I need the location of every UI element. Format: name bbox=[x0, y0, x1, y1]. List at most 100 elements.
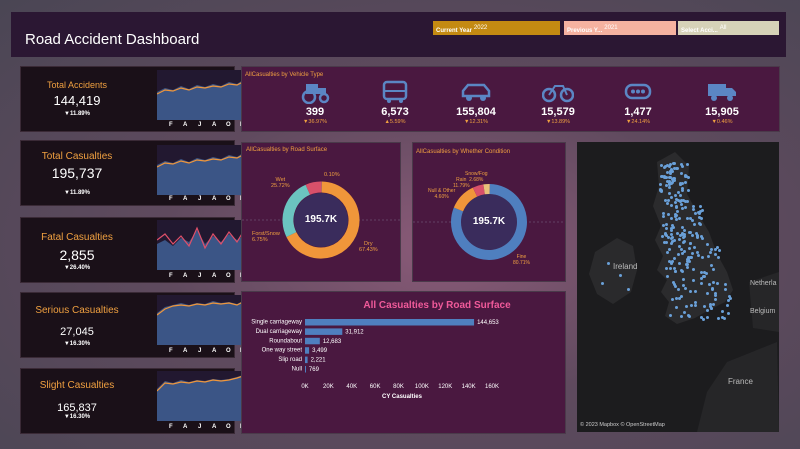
map-point[interactable] bbox=[659, 183, 663, 187]
map-point[interactable] bbox=[664, 232, 668, 236]
map-point[interactable] bbox=[697, 211, 701, 215]
map-point[interactable] bbox=[699, 204, 703, 208]
map-point[interactable] bbox=[687, 246, 691, 250]
map-point[interactable] bbox=[665, 183, 669, 187]
map-point[interactable] bbox=[713, 248, 717, 252]
map-point[interactable] bbox=[688, 255, 692, 259]
map-point[interactable] bbox=[669, 226, 673, 230]
donut-slice-wet[interactable] bbox=[282, 184, 311, 237]
kpi-fatal-casualties[interactable]: Fatal Casualties 2,855 ▼26.40% F A J A O… bbox=[20, 217, 247, 283]
map-point[interactable] bbox=[670, 298, 674, 302]
map-point[interactable] bbox=[666, 171, 670, 175]
map-point[interactable] bbox=[700, 209, 704, 213]
map-point[interactable] bbox=[682, 277, 686, 281]
map-point[interactable] bbox=[677, 245, 681, 249]
map-point[interactable] bbox=[679, 171, 683, 175]
map-point[interactable] bbox=[686, 217, 690, 221]
map-point[interactable] bbox=[666, 250, 670, 254]
map-point[interactable] bbox=[668, 180, 672, 184]
map-point[interactable] bbox=[670, 224, 674, 228]
map-point[interactable] bbox=[686, 162, 690, 166]
map-point[interactable] bbox=[690, 255, 694, 259]
map-point[interactable] bbox=[671, 178, 675, 182]
map-point[interactable] bbox=[607, 262, 610, 265]
map-point[interactable] bbox=[724, 282, 728, 286]
accident-type-filter[interactable]: Select Acci... All bbox=[678, 21, 779, 35]
vehicle-bus[interactable]: 6,573 ▲5.59% bbox=[365, 80, 425, 125]
map-point[interactable] bbox=[698, 216, 702, 220]
map-point[interactable] bbox=[671, 162, 675, 165]
map-point[interactable] bbox=[670, 204, 674, 208]
bar[interactable] bbox=[305, 319, 475, 326]
map-point[interactable] bbox=[716, 316, 720, 320]
map-point[interactable] bbox=[667, 236, 671, 240]
map-point[interactable] bbox=[659, 164, 663, 168]
map-point[interactable] bbox=[680, 251, 684, 255]
map-point[interactable] bbox=[671, 181, 675, 185]
map-point[interactable] bbox=[677, 191, 681, 195]
map-point[interactable] bbox=[682, 241, 686, 245]
map-point[interactable] bbox=[692, 207, 696, 211]
map-point[interactable] bbox=[691, 267, 695, 271]
map-point[interactable] bbox=[675, 306, 679, 310]
map-point[interactable] bbox=[696, 253, 700, 257]
map-point[interactable] bbox=[714, 253, 718, 257]
map-point[interactable] bbox=[663, 175, 667, 179]
map-point[interactable] bbox=[706, 255, 710, 259]
map-point[interactable] bbox=[700, 255, 704, 259]
map-point[interactable] bbox=[728, 296, 732, 300]
map-point[interactable] bbox=[687, 256, 691, 260]
map-point[interactable] bbox=[727, 299, 731, 303]
map-point[interactable] bbox=[714, 297, 718, 301]
map-point[interactable] bbox=[674, 215, 678, 219]
map-attribution[interactable]: © 2023 Mapbox © OpenStreetMap bbox=[580, 422, 665, 428]
map-point[interactable] bbox=[627, 288, 630, 291]
map-point[interactable] bbox=[686, 257, 690, 261]
map-point[interactable] bbox=[702, 317, 706, 321]
bar[interactable] bbox=[305, 328, 343, 335]
kpi-serious-casualties[interactable]: Serious Casualties 27,045 ▼16.30% F A J … bbox=[20, 292, 247, 358]
map-point[interactable] bbox=[664, 222, 668, 226]
map-point[interactable] bbox=[669, 267, 673, 271]
map-point[interactable] bbox=[680, 186, 684, 190]
map-point[interactable] bbox=[683, 174, 687, 178]
map-point[interactable] bbox=[689, 230, 693, 234]
map-point[interactable] bbox=[692, 223, 696, 227]
map-point[interactable] bbox=[601, 282, 604, 285]
map-point[interactable] bbox=[671, 236, 675, 240]
map-point[interactable] bbox=[675, 218, 678, 222]
map-point[interactable] bbox=[665, 164, 669, 168]
donut-slice-rain[interactable] bbox=[453, 187, 478, 212]
map-point[interactable] bbox=[715, 246, 719, 250]
map-point[interactable] bbox=[693, 290, 697, 294]
map-point[interactable] bbox=[672, 280, 676, 284]
map-point[interactable] bbox=[679, 200, 683, 204]
map-point[interactable] bbox=[718, 249, 722, 253]
map-point[interactable] bbox=[673, 200, 677, 204]
map-point[interactable] bbox=[668, 182, 672, 186]
map-point[interactable] bbox=[684, 181, 688, 185]
map-point[interactable] bbox=[691, 205, 695, 209]
map-point[interactable] bbox=[722, 316, 726, 320]
map-point[interactable] bbox=[665, 274, 669, 278]
map-point[interactable] bbox=[672, 176, 676, 180]
donut-slice-fine[interactable] bbox=[451, 184, 527, 260]
map-point[interactable] bbox=[661, 212, 665, 216]
map-point[interactable] bbox=[684, 305, 688, 309]
map-point[interactable] bbox=[659, 188, 663, 192]
map-point[interactable] bbox=[683, 229, 686, 233]
map-point[interactable] bbox=[681, 235, 685, 239]
map-point[interactable] bbox=[693, 211, 697, 215]
map-point[interactable] bbox=[699, 281, 703, 285]
map-point[interactable] bbox=[672, 257, 676, 261]
map-point[interactable] bbox=[679, 202, 683, 206]
map-point[interactable] bbox=[680, 247, 684, 251]
map-point[interactable] bbox=[669, 163, 673, 167]
map-point[interactable] bbox=[675, 206, 679, 210]
map-point[interactable] bbox=[691, 251, 695, 255]
map-point[interactable] bbox=[727, 312, 731, 316]
map-point[interactable] bbox=[664, 164, 668, 168]
map-point[interactable] bbox=[670, 217, 674, 221]
kpi-slight-casualties[interactable]: Slight Casualties 165,837 ▼16.30% F A J … bbox=[20, 368, 247, 434]
map-point[interactable] bbox=[685, 259, 689, 263]
